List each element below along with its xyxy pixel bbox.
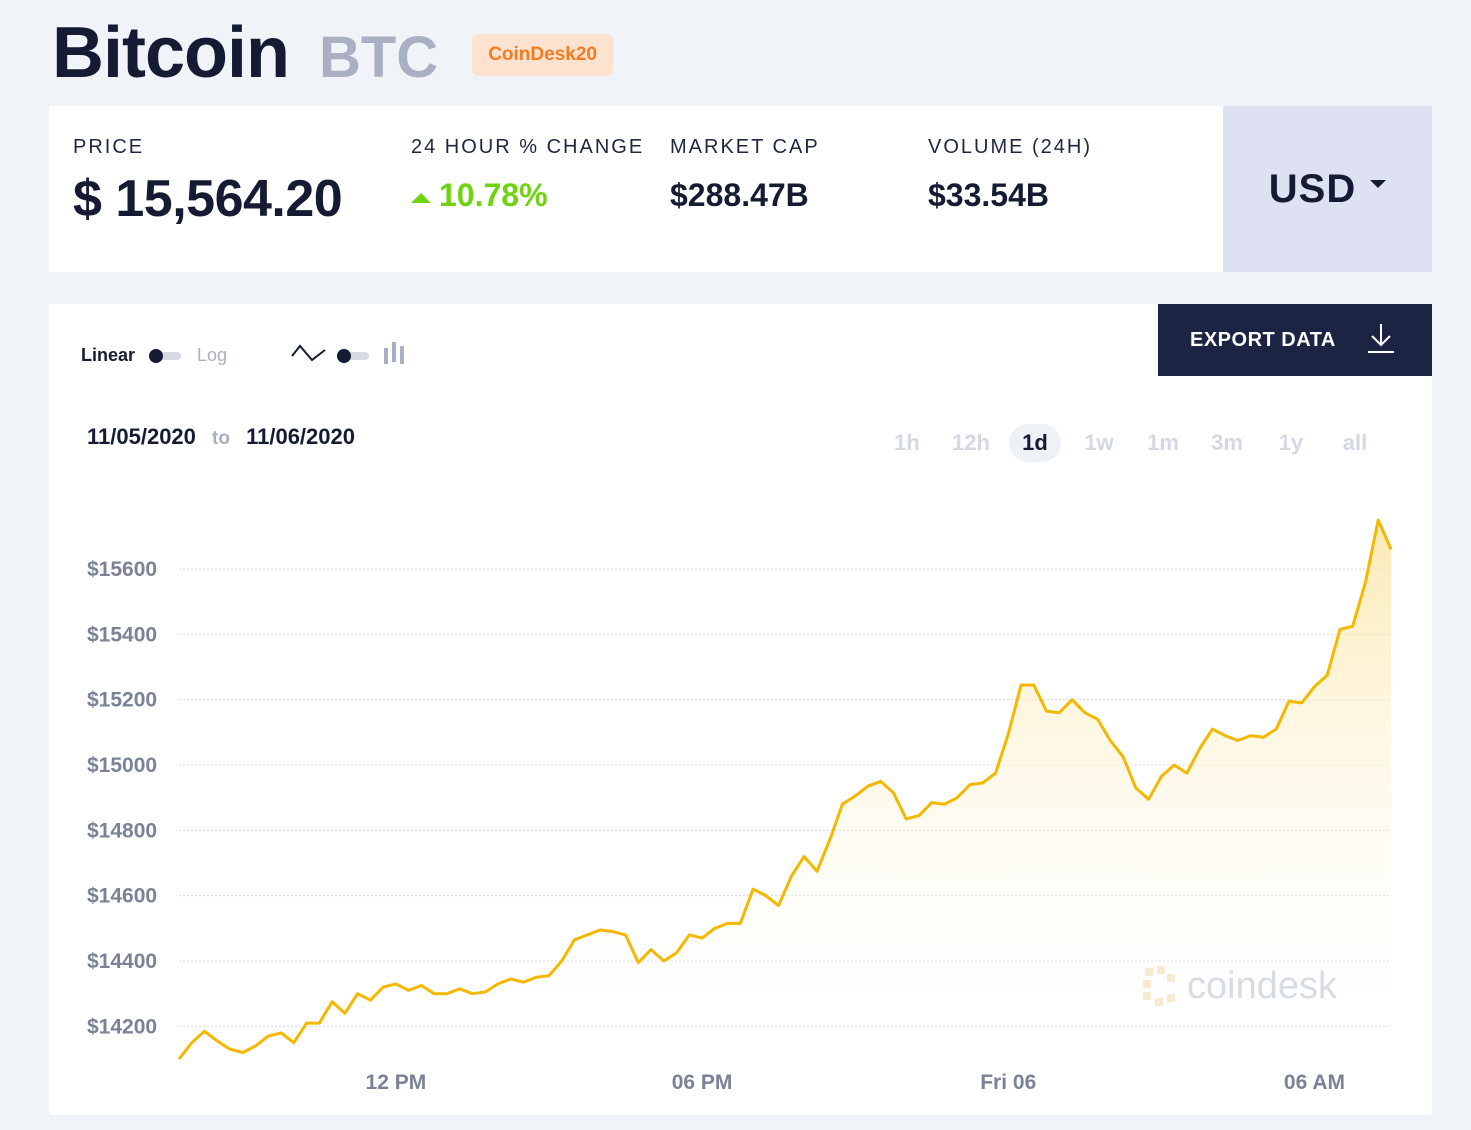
coindesk20-badge[interactable]: CoinDesk20 — [472, 34, 613, 76]
title-row: Bitcoin BTC CoinDesk20 — [52, 8, 613, 98]
stats-card: PRICE $ 15,564.20 24 HOUR % CHANGE 10.78… — [49, 106, 1432, 272]
watermark-text: coindesk — [1187, 965, 1338, 1007]
download-icon — [1366, 322, 1396, 359]
price-line — [177, 518, 1393, 1060]
up-arrow-icon — [411, 192, 431, 203]
y-tick-label: $14200 — [87, 1015, 157, 1038]
range-1h[interactable]: 1h — [894, 430, 920, 455]
volume-stat: VOLUME (24H) $33.54B — [928, 136, 1092, 214]
date-to[interactable]: 11/06/2020 — [246, 424, 355, 449]
coindesk-logo-icon — [1143, 966, 1175, 1006]
x-tick-label: 06 AM — [1284, 1071, 1345, 1094]
coin-name: Bitcoin — [52, 13, 290, 93]
y-tick-label: $15600 — [87, 558, 157, 581]
change-value-row: 10.78% — [411, 177, 644, 214]
price-area — [179, 520, 1391, 1059]
x-tick-label: Fri 06 — [980, 1071, 1036, 1094]
change-value: 10.78% — [439, 177, 548, 213]
volume-value: $33.54B — [928, 177, 1049, 213]
date-range: 11/05/2020 to 11/06/2020 — [87, 424, 355, 450]
y-tick-label: $15400 — [87, 623, 157, 646]
export-data-button[interactable]: EXPORT DATA — [1158, 304, 1432, 376]
volume-label: VOLUME (24H) — [928, 136, 1093, 158]
currency-value: USD — [1268, 166, 1357, 211]
y-tick-label: $15200 — [87, 689, 157, 712]
currency-dropdown[interactable]: USD — [1223, 106, 1432, 272]
y-tick-label: $14800 — [87, 819, 157, 842]
market-cap-stat: MARKET CAP $288.47B — [670, 136, 820, 214]
y-tick-label: $14600 — [87, 885, 157, 908]
y-tick-label: $14400 — [87, 950, 157, 973]
scale-toggle-knob — [149, 348, 164, 363]
x-tick-label: 12 PM — [366, 1071, 427, 1094]
coin-symbol: BTC — [318, 24, 439, 90]
range-all[interactable]: all — [1342, 430, 1368, 455]
range-1w[interactable]: 1w — [1084, 430, 1114, 455]
range-selector: 1h 12h 1d 1w 1m 3m 1y all — [881, 424, 1393, 462]
coindesk-watermark: coindesk — [1143, 965, 1338, 1007]
line-chart-icon[interactable] — [291, 342, 327, 369]
chart-type-toggle-knob — [337, 348, 352, 363]
y-tick-label: $15000 — [87, 754, 157, 777]
price-label: PRICE — [73, 136, 145, 158]
change-label: 24 HOUR % CHANGE — [411, 136, 645, 158]
market-cap-label: MARKET CAP — [670, 136, 820, 158]
date-to-word: to — [212, 428, 230, 449]
export-data-label: EXPORT DATA — [1190, 328, 1336, 351]
price-stat: PRICE $ 15,564.20 — [73, 136, 343, 229]
range-1d[interactable]: 1d — [1009, 424, 1061, 462]
range-3m[interactable]: 3m — [1211, 430, 1243, 455]
chart-card: $14200 $14400 $14600 $14800 $15000 $15200 $154… — [49, 304, 1432, 1115]
price-value: $ 15,564.20 — [73, 170, 343, 228]
caret-down-icon — [1370, 180, 1387, 188]
chart-controls: Linear Log — [81, 340, 407, 371]
change-stat: 24 HOUR % CHANGE 10.78% — [411, 136, 644, 214]
date-from[interactable]: 11/05/2020 — [87, 424, 196, 449]
scale-toggle[interactable] — [149, 348, 182, 363]
linear-label[interactable]: Linear — [81, 345, 136, 365]
range-1y[interactable]: 1y — [1278, 430, 1304, 455]
market-cap-value: $288.47B — [670, 177, 809, 213]
candlestick-icon[interactable] — [383, 340, 407, 371]
range-1m[interactable]: 1m — [1147, 430, 1179, 455]
log-label[interactable]: Log — [197, 345, 228, 365]
range-12h[interactable]: 12h — [952, 430, 990, 455]
price-chart: $14200 $14400 $14600 $14800 $15000 $15200 $154… — [87, 518, 1393, 1094]
x-tick-label: 06 PM — [672, 1071, 733, 1094]
chart-type-toggle[interactable] — [337, 348, 370, 363]
